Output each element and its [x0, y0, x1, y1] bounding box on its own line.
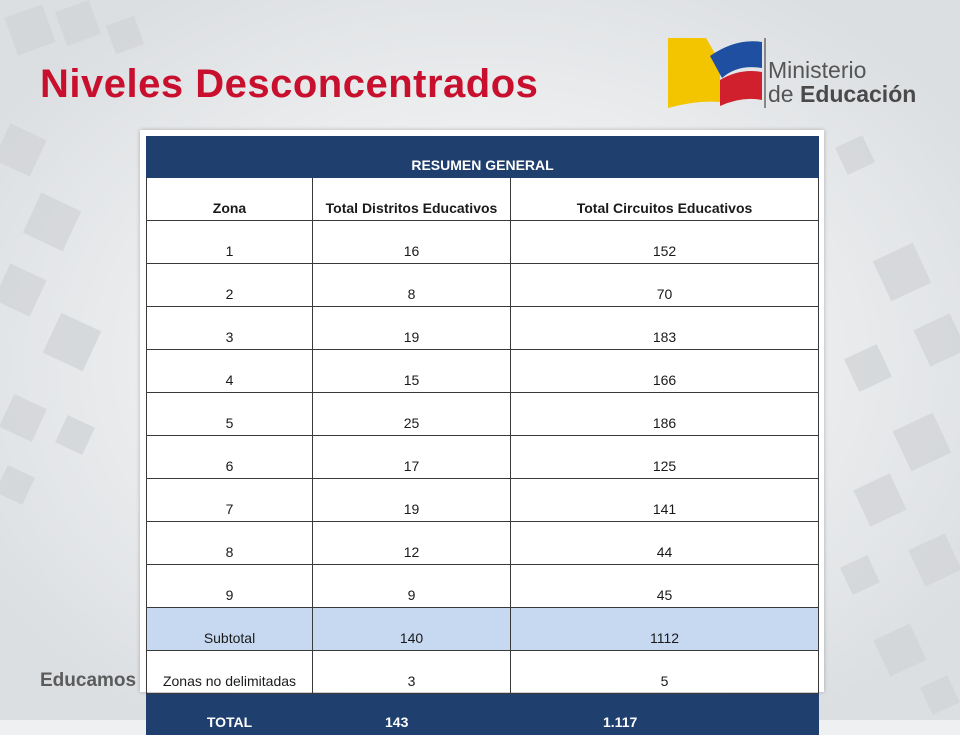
total-circuitos: 1.117: [509, 693, 820, 735]
zona-cell: 2: [146, 263, 313, 307]
circuitos-cell: 183: [509, 306, 820, 350]
circuitos-cell: 166: [509, 349, 820, 393]
undelimited-row: Zonas no delimitadas 3 5: [146, 650, 820, 694]
distritos-cell: 9: [312, 564, 511, 608]
logo-line-2: de Educación: [768, 82, 916, 106]
distritos-cell: 19: [312, 478, 511, 522]
logo-text: Ministerio de Educación: [768, 58, 916, 106]
logo-line-1: Ministerio: [768, 57, 867, 83]
distritos-cell: 15: [312, 349, 511, 393]
table-title-row: RESUMEN GENERAL: [145, 136, 820, 178]
circuitos-cell: 125: [509, 435, 820, 479]
distritos-cell: 8: [312, 263, 511, 307]
zona-cell: 8: [146, 521, 313, 565]
column-header-zona: Zona: [146, 177, 313, 221]
footer-slogan: Educamos: [40, 670, 137, 691]
subtotal-distritos: 140: [312, 607, 511, 651]
column-header-row: Zona Total Distritos Educativos Total Ci…: [146, 177, 820, 221]
circuitos-cell: 44: [509, 521, 820, 565]
slide-title: Niveles Desconcentrados: [40, 62, 539, 106]
table-row: 1 16 152: [146, 220, 820, 264]
logo-line-2-prefix: de: [768, 81, 800, 107]
total-label: TOTAL: [146, 693, 313, 735]
column-header-distritos: Total Distritos Educativos: [312, 177, 511, 221]
table-row: 5 25 186: [146, 392, 820, 436]
summary-table: RESUMEN GENERAL Zona Total Distritos Edu…: [145, 136, 820, 735]
zona-cell: 4: [146, 349, 313, 393]
undelimited-label: Zonas no delimitadas: [146, 650, 313, 694]
column-header-circuitos: Total Circuitos Educativos: [509, 177, 820, 221]
subtotal-circuitos: 1112: [509, 607, 820, 651]
distritos-cell: 12: [312, 521, 511, 565]
distritos-cell: 16: [312, 220, 511, 264]
table-row: 6 17 125: [146, 435, 820, 479]
table-row: 9 9 45: [146, 564, 820, 608]
distritos-cell: 17: [312, 435, 511, 479]
circuitos-cell: 45: [509, 564, 820, 608]
undelimited-circuitos: 5: [509, 650, 820, 694]
distritos-cell: 19: [312, 306, 511, 350]
total-row: TOTAL 143 1.117: [146, 693, 820, 735]
zona-cell: 3: [146, 306, 313, 350]
circuitos-cell: 152: [509, 220, 820, 264]
undelimited-distritos: 3: [312, 650, 511, 694]
table-row: 2 8 70: [146, 263, 820, 307]
zona-cell: 6: [146, 435, 313, 479]
distritos-cell: 25: [312, 392, 511, 436]
table-row: 8 12 44: [146, 521, 820, 565]
table-row: 4 15 166: [146, 349, 820, 393]
zona-cell: 5: [146, 392, 313, 436]
ministerio-logo-icon: [668, 38, 766, 108]
table-row: 3 19 183: [146, 306, 820, 350]
subtotal-label: Subtotal: [146, 607, 313, 651]
circuitos-cell: 141: [509, 478, 820, 522]
subtotal-row: Subtotal 140 1112: [146, 607, 820, 651]
zona-cell: 9: [146, 564, 313, 608]
total-distritos: 143: [312, 693, 511, 735]
zona-cell: 1: [146, 220, 313, 264]
circuitos-cell: 70: [509, 263, 820, 307]
table-title: RESUMEN GENERAL: [145, 136, 820, 178]
summary-table-container: RESUMEN GENERAL Zona Total Distritos Edu…: [140, 130, 824, 735]
logo-line-2-bold: Educación: [799, 81, 917, 107]
circuitos-cell: 186: [509, 392, 820, 436]
zona-cell: 7: [146, 478, 313, 522]
table-row: 7 19 141: [146, 478, 820, 522]
